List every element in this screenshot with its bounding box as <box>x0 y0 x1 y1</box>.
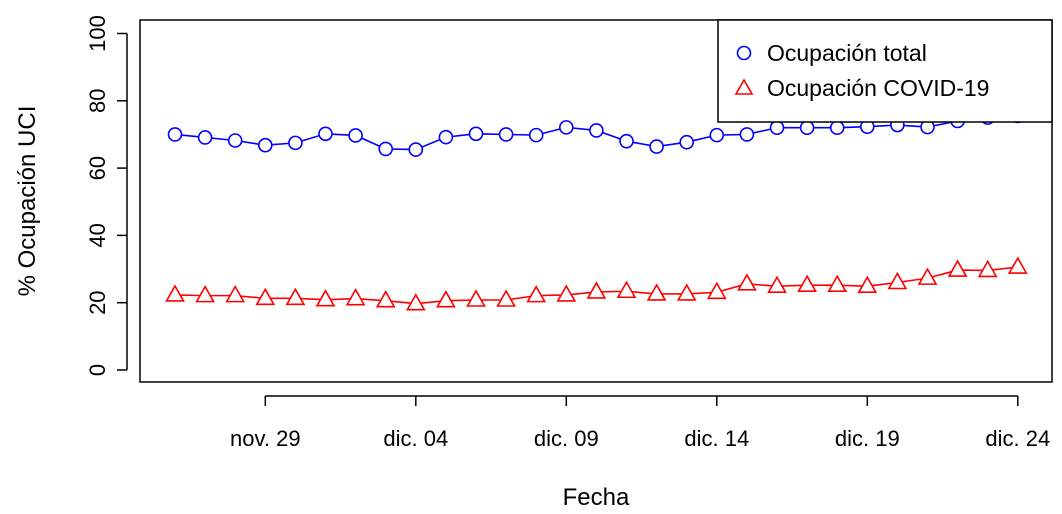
data-point-triangle <box>767 275 787 294</box>
data-point-circle <box>408 142 424 157</box>
plot-frame <box>139 19 1053 383</box>
data-point-circle <box>288 135 303 151</box>
data-point-triangle <box>526 285 547 303</box>
data-point-triangle <box>165 284 185 302</box>
data-point-circle <box>619 133 634 149</box>
legend-circle-marker <box>736 45 752 61</box>
data-point-circle <box>769 120 785 136</box>
data-point-triangle <box>917 267 938 285</box>
data-point-triangle <box>977 259 998 278</box>
data-point-triangle <box>375 290 396 308</box>
data-point-triangle <box>225 285 246 303</box>
data-point-triangle <box>857 275 878 294</box>
data-point-triangle <box>586 281 607 299</box>
x-axis: nov. 29 dic. 04 dic. 09 dic. 14 dic. 19 dic. … <box>230 395 1050 451</box>
data-point-triangle <box>255 287 276 306</box>
data-point-triangle <box>195 285 215 303</box>
y-axis-title: % Ocupación UCI <box>14 106 41 297</box>
x-tick-label: dic. 09 <box>534 426 599 451</box>
data-point-circle <box>378 141 394 157</box>
y-tick-label: 80 <box>85 89 110 113</box>
data-point-circle <box>799 120 815 136</box>
data-point-triangle <box>345 288 366 306</box>
data-point-triangle <box>737 273 757 291</box>
data-point-triangle <box>436 290 456 308</box>
x-tick-label: dic. 19 <box>835 426 900 451</box>
data-point-triangle <box>556 284 577 302</box>
data-point-triangle <box>676 283 697 301</box>
data-point-triangle <box>797 274 817 293</box>
x-axis-title: Fecha <box>563 484 630 511</box>
legend-box <box>717 19 1053 123</box>
data-point-triangle <box>496 289 516 307</box>
data-point-circle <box>589 123 604 138</box>
data-point-circle <box>257 137 273 153</box>
data-point-triangle <box>405 293 426 311</box>
data-point-circle <box>318 126 333 142</box>
y-tick-label: 0 <box>85 364 110 376</box>
series-layer <box>165 108 1028 311</box>
data-point-circle <box>438 129 454 145</box>
y-tick-label: 60 <box>85 156 110 180</box>
data-point-triangle <box>827 274 848 293</box>
legend-label-covid: Ocupación COVID-19 <box>767 75 989 101</box>
data-point-triangle <box>1007 256 1028 274</box>
x-tick-label: dic. 14 <box>684 426 749 451</box>
data-point-triangle <box>646 283 667 301</box>
legend-triangle-marker <box>734 78 754 95</box>
data-point-circle <box>348 128 363 143</box>
data-point-triangle <box>887 271 908 290</box>
data-point-circle <box>528 127 544 143</box>
legend: Ocupación total Ocupación COVID-19 <box>717 19 1053 123</box>
data-point-triangle <box>947 259 968 277</box>
series-covid <box>165 256 1028 311</box>
data-point-circle <box>498 127 514 142</box>
y-tick-label: 40 <box>85 223 110 247</box>
x-tick-label: dic. 24 <box>985 426 1050 451</box>
y-tick-label: 20 <box>85 290 110 314</box>
y-tick-label: 100 <box>85 15 110 52</box>
data-point-triangle <box>315 289 336 307</box>
data-point-circle <box>197 130 213 145</box>
data-point-circle <box>829 120 845 136</box>
data-point-circle <box>739 127 755 142</box>
data-point-circle <box>468 126 484 142</box>
y-axis: 0 20 40 60 80 100 <box>85 15 128 376</box>
data-point-triangle <box>706 281 727 300</box>
x-tick-label: nov. 29 <box>230 426 301 451</box>
data-point-triangle <box>285 287 306 306</box>
data-point-circle <box>167 127 183 142</box>
data-point-circle <box>227 133 243 148</box>
x-tick-label: dic. 04 <box>383 426 448 451</box>
legend-label-total: Ocupación total <box>767 40 927 66</box>
data-point-circle <box>558 120 574 135</box>
data-point-circle <box>709 127 725 143</box>
data-point-triangle <box>616 280 637 299</box>
data-point-circle <box>679 134 695 150</box>
data-point-circle <box>649 139 664 154</box>
data-point-triangle <box>466 289 486 307</box>
